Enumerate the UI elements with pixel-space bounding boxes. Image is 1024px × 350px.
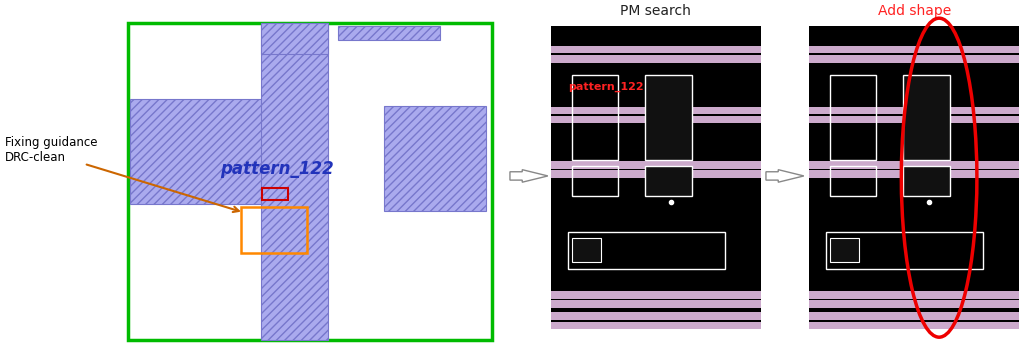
Bar bbox=[829, 75, 877, 160]
Bar bbox=[809, 55, 1019, 63]
Bar bbox=[825, 232, 983, 268]
Bar bbox=[384, 106, 486, 211]
Bar bbox=[261, 23, 328, 340]
Polygon shape bbox=[766, 170, 804, 182]
Bar bbox=[829, 166, 877, 196]
Bar bbox=[551, 116, 761, 123]
Text: Add shape: Add shape bbox=[878, 4, 951, 18]
Bar bbox=[551, 313, 761, 320]
Bar bbox=[903, 75, 949, 160]
Polygon shape bbox=[510, 170, 548, 182]
Bar bbox=[571, 75, 618, 160]
Bar bbox=[571, 166, 618, 196]
Bar bbox=[809, 170, 1019, 178]
Bar bbox=[551, 291, 761, 299]
Bar bbox=[241, 207, 307, 252]
Bar bbox=[551, 322, 761, 329]
Bar bbox=[551, 46, 761, 54]
Bar bbox=[809, 313, 1019, 320]
Bar bbox=[829, 238, 859, 262]
Bar bbox=[809, 300, 1019, 308]
Text: pattern_122: pattern_122 bbox=[220, 160, 334, 178]
Bar bbox=[809, 116, 1019, 123]
Bar bbox=[128, 23, 492, 340]
Text: Fixing guidance
DRC-clean: Fixing guidance DRC-clean bbox=[5, 136, 97, 164]
Bar bbox=[551, 26, 761, 329]
Bar bbox=[809, 106, 1019, 114]
Bar bbox=[903, 166, 949, 196]
Bar bbox=[551, 300, 761, 308]
Bar bbox=[338, 26, 440, 40]
Bar bbox=[809, 322, 1019, 329]
Bar bbox=[262, 188, 288, 200]
Bar bbox=[551, 55, 761, 63]
Bar bbox=[261, 23, 328, 54]
Bar bbox=[809, 26, 1019, 329]
Bar bbox=[551, 106, 761, 114]
Bar bbox=[809, 161, 1019, 169]
Bar bbox=[645, 166, 691, 196]
Text: pattern_122: pattern_122 bbox=[567, 82, 643, 92]
Bar bbox=[645, 75, 691, 160]
Bar bbox=[551, 170, 761, 178]
Bar bbox=[571, 238, 601, 262]
Bar bbox=[809, 291, 1019, 299]
Bar bbox=[551, 161, 761, 169]
Bar bbox=[130, 99, 319, 204]
Bar bbox=[809, 46, 1019, 54]
Bar bbox=[567, 232, 725, 268]
Text: PM search: PM search bbox=[620, 4, 691, 18]
